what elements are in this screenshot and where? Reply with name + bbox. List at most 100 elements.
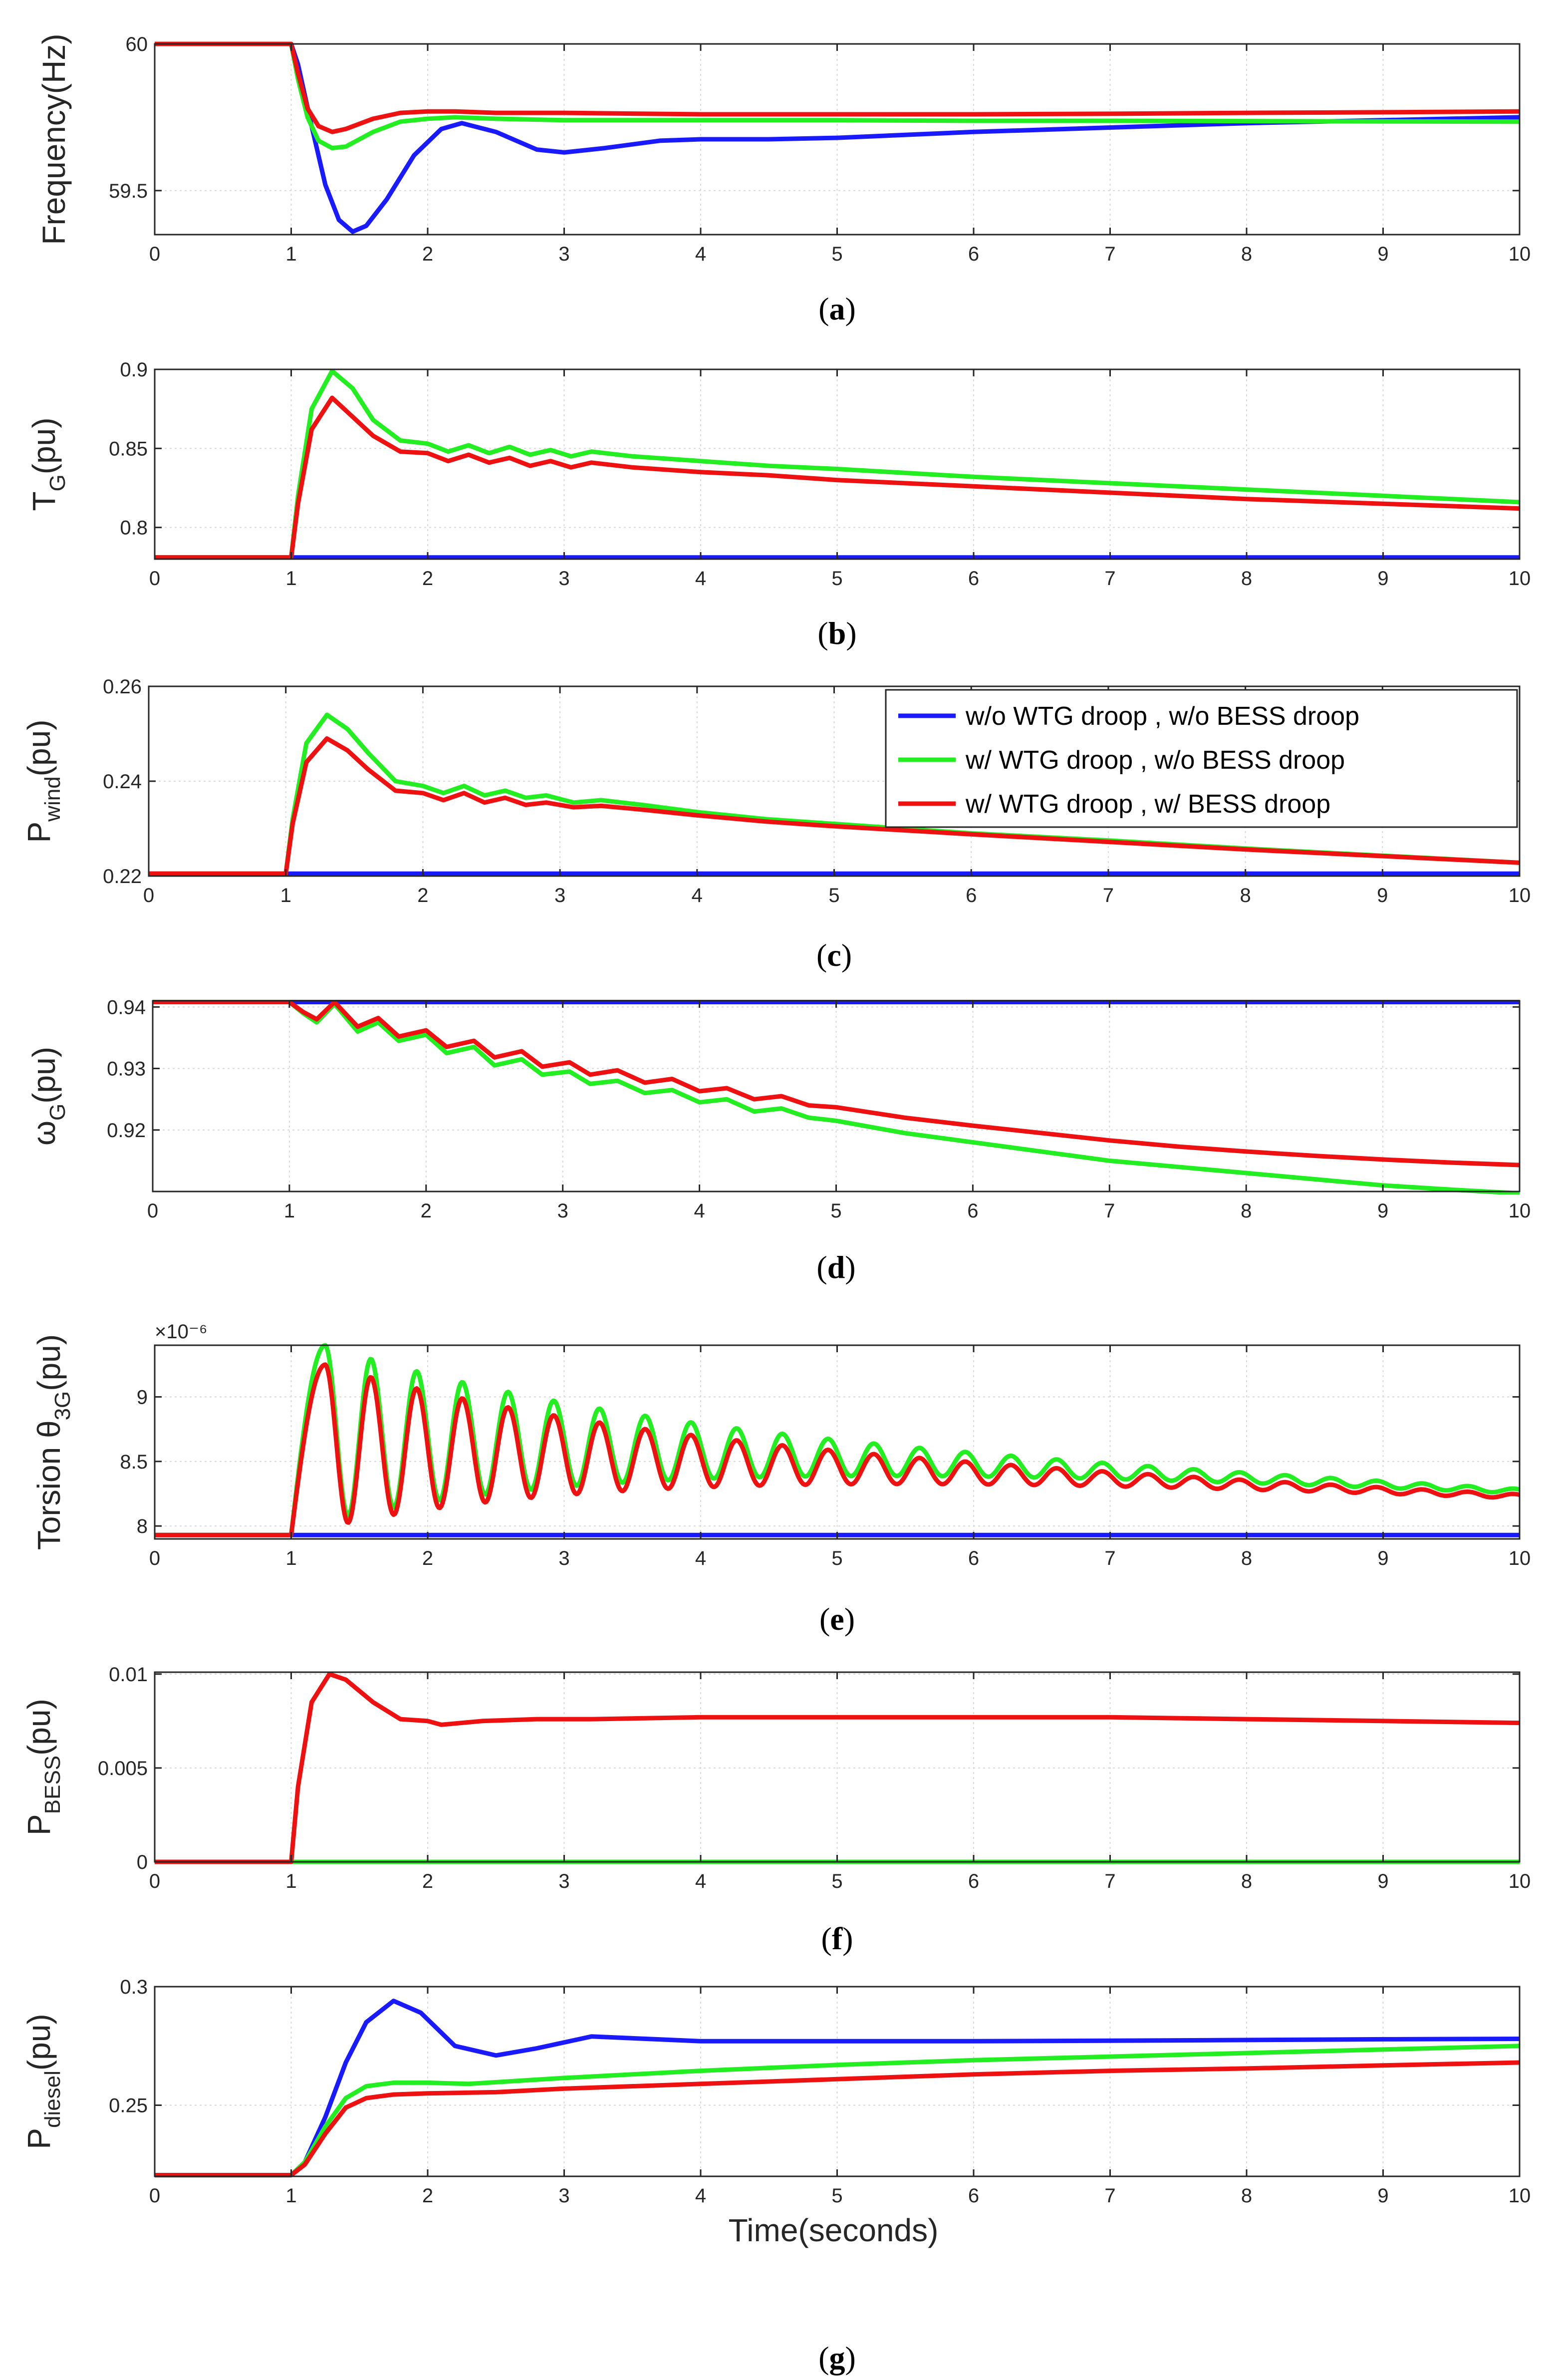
panel-d: 0 1 2 3 4 5 6 7 8 9 10 0.92 0.93 0.94 ωG(pu) (d) xyxy=(26,996,1531,1285)
x-tick-label: 3 xyxy=(558,243,569,265)
x-tick-label: 4 xyxy=(694,1200,705,1222)
legend-box xyxy=(885,689,1518,828)
x-tick-label: 10 xyxy=(1509,885,1531,906)
y-tick-label: 0.9 xyxy=(120,359,148,381)
x-tick-label: 4 xyxy=(695,1870,706,1892)
x-tick-label: 1 xyxy=(285,243,296,265)
y-axis-title: Pdiesel(pu) xyxy=(21,2014,65,2149)
x-tick-label: 10 xyxy=(1509,243,1531,265)
y-tick-label: 0.3 xyxy=(120,1976,148,1998)
x-tick-label: 0 xyxy=(149,1870,160,1892)
x-tick-label: 1 xyxy=(285,1547,296,1569)
legend: w/o WTG droop , w/o BESS droop w/ WTG dro… xyxy=(885,689,1518,828)
x-tick-label: 5 xyxy=(831,243,842,265)
x-tick-label: 6 xyxy=(968,2185,979,2207)
x-tick-label: 2 xyxy=(421,1200,432,1222)
x-tick-label: 10 xyxy=(1509,1870,1531,1892)
x-tick-label: 8 xyxy=(1241,1870,1252,1892)
panel-label: (a) xyxy=(818,291,856,326)
x-tick-label: 10 xyxy=(1509,1200,1531,1222)
y-tick-label: 0.8 xyxy=(120,517,148,539)
y-tick-label: 0 xyxy=(137,1851,148,1873)
x-tick-label: 4 xyxy=(695,568,706,590)
x-tick-label: 7 xyxy=(1104,243,1115,265)
x-tick-label: 4 xyxy=(695,243,706,265)
x-axis-title: Time(seconds) xyxy=(729,2212,939,2248)
panel-label: (c) xyxy=(816,937,852,973)
x-tick-label: 10 xyxy=(1509,1547,1531,1569)
y-axis-title: ωG(pu) xyxy=(26,1047,70,1146)
x-tick-label: 8 xyxy=(1241,1547,1252,1569)
x-tick-label: 9 xyxy=(1377,2185,1388,2207)
x-tick-label: 2 xyxy=(417,885,428,906)
x-tick-label: 1 xyxy=(280,885,291,906)
panel-f: 0 1 2 3 4 5 6 7 8 9 10 0 0.005 0.01 PBESS(pu) (f) xyxy=(21,1664,1531,1956)
panel-a: 0 1 2 3 4 5 6 7 8 9 10 59.5 60 Frequency(Hz) (a) xyxy=(36,33,1531,326)
x-tick-label: 4 xyxy=(695,1547,706,1569)
x-tick-label: 4 xyxy=(695,2185,706,2207)
y-axis-title: Pwind(pu) xyxy=(21,720,65,843)
series-line-red xyxy=(155,1362,1520,1537)
series-line-red xyxy=(155,395,1520,560)
x-tick-label: 8 xyxy=(1241,2185,1252,2207)
x-tick-label: 9 xyxy=(1377,1870,1388,1892)
x-tick-label: 1 xyxy=(285,1870,296,1892)
y-tick-label: 0.93 xyxy=(107,1058,146,1080)
series-line-red xyxy=(155,1672,1520,1864)
y-tick-label: 9 xyxy=(137,1386,148,1408)
x-tick-label: 3 xyxy=(557,1200,568,1222)
x-tick-label: 10 xyxy=(1509,568,1531,590)
x-tick-label: 7 xyxy=(1104,568,1115,590)
series-line-green xyxy=(155,2044,1520,2178)
x-tick-label: 9 xyxy=(1377,1547,1388,1569)
series-line-green xyxy=(153,1000,1520,1194)
x-tick-label: 3 xyxy=(554,885,565,906)
x-tick-label: 7 xyxy=(1104,1200,1115,1222)
panel-c: 0 1 2 3 4 5 6 7 8 9 10 0.22 0.24 0.26 Pwind(pu) (c) w/o … xyxy=(21,676,1531,973)
series-line-green xyxy=(155,368,1520,560)
x-tick-label: 2 xyxy=(422,2185,433,2207)
x-tick-label: 3 xyxy=(558,1547,569,1569)
x-tick-label: 0 xyxy=(149,243,160,265)
y-tick-label: 0.22 xyxy=(103,866,142,888)
panel-b: 0 1 2 3 4 5 6 7 8 9 10 0.8 0.85 0.9 TG(pu) (b) xyxy=(26,359,1531,651)
y-tick-label: 59.5 xyxy=(109,180,148,202)
panel-label: (b) xyxy=(817,615,856,651)
x-tick-label: 5 xyxy=(831,1870,842,1892)
x-tick-label: 0 xyxy=(149,1547,160,1569)
x-tick-label: 0 xyxy=(149,568,160,590)
series-line-red xyxy=(149,736,1520,876)
y-axis-title: PBESS(pu) xyxy=(21,1699,65,1835)
x-tick-label: 4 xyxy=(692,885,703,906)
legend-entry-green: w/ WTG droop , w/o BESS droop xyxy=(965,746,1345,775)
x-tick-label: 0 xyxy=(143,885,154,906)
y-tick-label: 0.85 xyxy=(109,438,148,460)
x-tick-label: 6 xyxy=(967,1200,978,1222)
x-tick-label: 9 xyxy=(1377,243,1388,265)
x-tick-label: 8 xyxy=(1241,568,1252,590)
x-tick-label: 5 xyxy=(831,1547,842,1569)
x-tick-label: 8 xyxy=(1240,885,1251,906)
y-tick-label: 60 xyxy=(126,33,148,55)
y-tick-label: 0.24 xyxy=(103,771,142,793)
series-line-blue xyxy=(155,41,1520,234)
y-tick-label: 8 xyxy=(137,1515,148,1537)
x-tick-label: 5 xyxy=(830,1200,841,1222)
y-axis-title: TG(pu) xyxy=(26,417,70,511)
x-tick-label: 2 xyxy=(422,568,433,590)
x-tick-label: 3 xyxy=(558,568,569,590)
x-tick-label: 3 xyxy=(558,1870,569,1892)
x-tick-label: 9 xyxy=(1377,568,1388,590)
panel-label: (d) xyxy=(816,1249,855,1285)
series-line-green xyxy=(155,41,1520,151)
x-tick-label: 6 xyxy=(968,568,979,590)
panel-g: 0 1 2 3 4 5 6 7 8 9 10 0.25 0.3 Pdiesel(pu) (g) xyxy=(21,1976,1531,2376)
x-tick-label: 7 xyxy=(1104,1547,1115,1569)
x-tick-label: 7 xyxy=(1103,885,1114,906)
y-tick-label: 0.26 xyxy=(103,676,142,698)
x-axis-title-wrap: Time(seconds) xyxy=(729,2212,939,2248)
legend-entry-blue: w/o WTG droop , w/o BESS droop xyxy=(965,702,1359,731)
y-tick-label: 0.92 xyxy=(107,1120,146,1142)
x-tick-label: 7 xyxy=(1104,2185,1115,2207)
